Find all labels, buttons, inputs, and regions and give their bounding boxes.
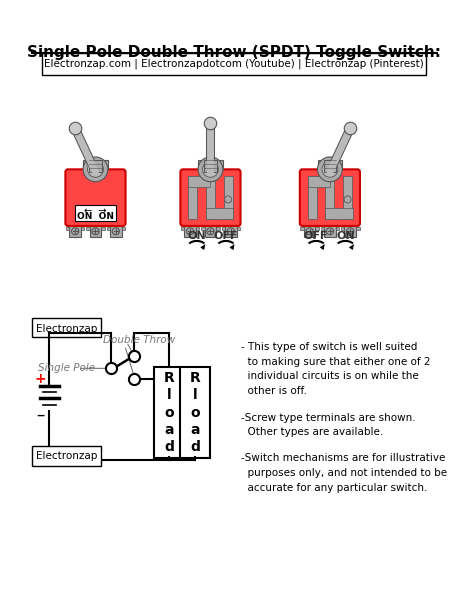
- Text: R
l
o
a
d: R l o a d: [164, 371, 174, 454]
- Bar: [224, 177, 233, 219]
- Text: -Switch mechanisms are for illustrative
  purposes only, and not intended to be
: -Switch mechanisms are for illustrative …: [241, 454, 447, 493]
- Text: -Screw type terminals are shown.
  Other types are available.: -Screw type terminals are shown. Other t…: [241, 412, 416, 438]
- Bar: [308, 177, 317, 219]
- Bar: [315, 227, 319, 230]
- Circle shape: [346, 228, 354, 235]
- Bar: [188, 177, 210, 187]
- Text: ←  →: ← →: [84, 206, 107, 216]
- Bar: [326, 177, 334, 219]
- Bar: [216, 227, 220, 230]
- FancyBboxPatch shape: [69, 225, 81, 237]
- Bar: [308, 177, 330, 187]
- FancyBboxPatch shape: [345, 225, 356, 237]
- FancyBboxPatch shape: [181, 368, 210, 458]
- FancyBboxPatch shape: [318, 160, 342, 169]
- Text: Double Throw: Double Throw: [102, 335, 175, 345]
- Circle shape: [227, 228, 234, 235]
- Bar: [320, 227, 324, 230]
- FancyBboxPatch shape: [154, 368, 184, 458]
- Text: Electronzap: Electronzap: [36, 451, 97, 461]
- Circle shape: [202, 161, 219, 177]
- Text: –: –: [36, 405, 45, 423]
- Bar: [206, 209, 234, 219]
- Text: ON: ON: [336, 231, 355, 241]
- Bar: [101, 227, 105, 230]
- Bar: [356, 227, 359, 230]
- Bar: [86, 227, 90, 230]
- Text: Electronzap.com | Electronzapdotcom (Youtube) | Electronzap (Pinterest): Electronzap.com | Electronzapdotcom (You…: [45, 59, 424, 70]
- FancyBboxPatch shape: [32, 446, 101, 466]
- Bar: [221, 227, 225, 230]
- FancyBboxPatch shape: [110, 225, 121, 237]
- Circle shape: [92, 228, 99, 235]
- Bar: [300, 227, 304, 230]
- Bar: [326, 209, 353, 219]
- Text: R
l
o
a
d: R l o a d: [190, 371, 201, 454]
- Text: Electronzap: Electronzap: [36, 323, 97, 333]
- FancyBboxPatch shape: [42, 54, 426, 75]
- FancyBboxPatch shape: [75, 205, 116, 221]
- Text: +: +: [35, 372, 46, 386]
- Circle shape: [112, 228, 119, 235]
- Circle shape: [225, 196, 232, 203]
- Circle shape: [306, 228, 313, 235]
- Text: OFF: OFF: [304, 231, 328, 241]
- Bar: [237, 227, 240, 230]
- FancyBboxPatch shape: [181, 169, 240, 226]
- Bar: [121, 227, 125, 230]
- FancyBboxPatch shape: [205, 225, 216, 237]
- Text: Single Pole Double Throw (SPDT) Toggle Switch:: Single Pole Double Throw (SPDT) Toggle S…: [27, 45, 441, 61]
- Text: Single Pole: Single Pole: [38, 363, 95, 373]
- FancyBboxPatch shape: [304, 225, 315, 237]
- FancyBboxPatch shape: [184, 225, 196, 237]
- FancyBboxPatch shape: [89, 160, 101, 172]
- Circle shape: [187, 228, 194, 235]
- Bar: [206, 177, 215, 219]
- FancyBboxPatch shape: [324, 160, 336, 172]
- FancyBboxPatch shape: [198, 160, 223, 169]
- Circle shape: [327, 228, 333, 235]
- Bar: [181, 227, 184, 230]
- Bar: [336, 227, 339, 230]
- Text: OFF: OFF: [214, 231, 238, 241]
- Bar: [81, 227, 84, 230]
- Circle shape: [72, 228, 79, 235]
- Circle shape: [322, 161, 338, 177]
- Circle shape: [344, 196, 351, 203]
- FancyBboxPatch shape: [225, 225, 237, 237]
- FancyBboxPatch shape: [65, 169, 126, 226]
- Text: ON: ON: [187, 231, 206, 241]
- Bar: [341, 227, 345, 230]
- Circle shape: [83, 157, 108, 182]
- Circle shape: [198, 157, 223, 182]
- Bar: [196, 227, 200, 230]
- Bar: [188, 177, 197, 219]
- FancyBboxPatch shape: [83, 160, 108, 169]
- Circle shape: [207, 228, 214, 235]
- Text: ON  ON: ON ON: [77, 211, 114, 221]
- Circle shape: [318, 157, 342, 182]
- FancyBboxPatch shape: [300, 169, 360, 226]
- Bar: [201, 227, 205, 230]
- Bar: [107, 227, 110, 230]
- Text: - This type of switch is well suited
  to making sure that either one of 2
  ind: - This type of switch is well suited to …: [241, 342, 431, 396]
- Bar: [343, 177, 352, 219]
- FancyBboxPatch shape: [204, 160, 217, 172]
- Circle shape: [88, 161, 103, 177]
- FancyBboxPatch shape: [32, 318, 101, 337]
- FancyBboxPatch shape: [324, 225, 336, 237]
- Bar: [66, 227, 69, 230]
- FancyBboxPatch shape: [90, 225, 101, 237]
